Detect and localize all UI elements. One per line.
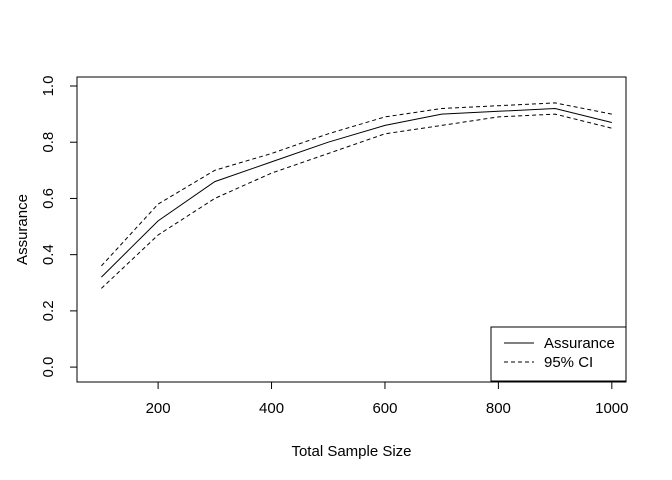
legend-label: Assurance xyxy=(544,335,615,352)
y-tick-label: 0.4 xyxy=(40,244,57,265)
ci-upper-line xyxy=(101,102,612,267)
assurance-line xyxy=(101,107,612,278)
x-tick-label: 200 xyxy=(146,400,171,417)
x-tick-label: 400 xyxy=(259,400,284,417)
legend-box xyxy=(490,326,627,382)
y-tick-label: 0.8 xyxy=(40,132,57,153)
x-tick-label: 600 xyxy=(372,400,397,417)
x-tick-label: 1000 xyxy=(595,400,628,417)
legend-label: 95% CI xyxy=(544,354,593,371)
x-axis-title: Total Sample Size xyxy=(291,443,411,460)
y-tick-label: 0.2 xyxy=(40,300,57,321)
y-tick-label: 0.0 xyxy=(40,357,57,378)
plot-box xyxy=(76,76,627,383)
y-tick-label: 1.0 xyxy=(40,76,57,97)
ci-lower-line xyxy=(101,113,612,289)
y-tick-label: 0.6 xyxy=(40,188,57,209)
y-axis-title: Assurance xyxy=(14,194,31,265)
x-tick-label: 800 xyxy=(486,400,511,417)
